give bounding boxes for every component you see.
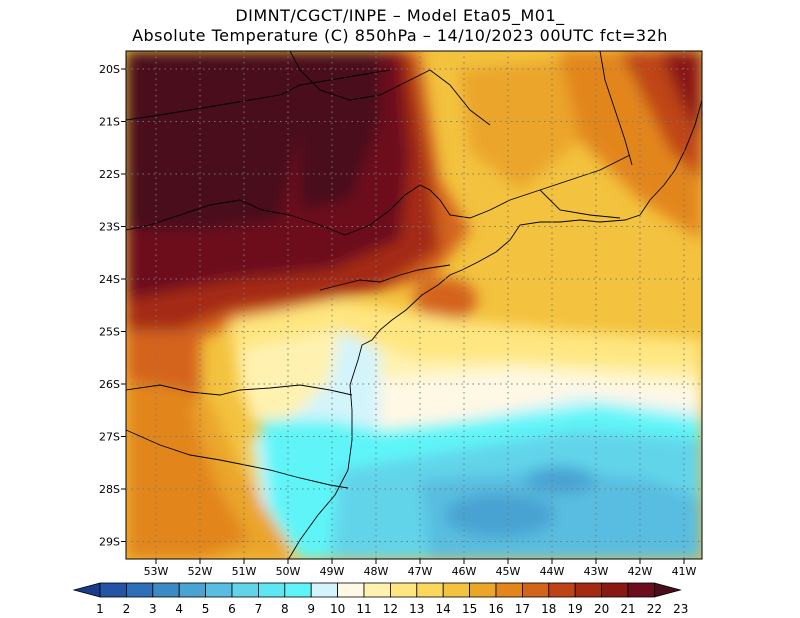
lon-label: 42W <box>628 565 653 578</box>
lat-label: 28S <box>99 483 120 496</box>
state-border-sc-rs <box>126 429 349 489</box>
state-border-ms-sp <box>126 199 346 236</box>
lon-label: 48W <box>364 565 389 578</box>
colorbar-label: 4 <box>175 602 183 616</box>
colorbar-label: 3 <box>149 602 157 616</box>
state-border-pr-sc <box>126 384 353 396</box>
longitude-labels: 53W 52W 51W 50W 49W 48W 47W 46W 45W 44W 43W 42W 41W <box>144 565 697 578</box>
lon-label: 46W <box>452 565 477 578</box>
lon-label: 50W <box>276 565 301 578</box>
colorbar-label: 6 <box>228 602 236 616</box>
colorbar-label: 15 <box>462 602 477 616</box>
state-border-rj <box>539 189 621 219</box>
graticule <box>121 51 702 564</box>
temperature-field <box>126 51 702 559</box>
lat-label: 29S <box>99 536 120 549</box>
colorbar-label: 9 <box>307 602 315 616</box>
lat-label: 23S <box>99 221 120 234</box>
lat-label: 26S <box>99 378 120 391</box>
colorbar-label: 18 <box>541 602 556 616</box>
colorbar-label: 22 <box>647 602 662 616</box>
colorbar-label: 1 <box>96 602 104 616</box>
river-grande <box>289 51 491 126</box>
colorbar-segment <box>310 582 339 598</box>
colorbar-segment <box>99 582 127 598</box>
colorbar-label: 16 <box>488 602 503 616</box>
state-border-sp-mg <box>344 154 631 236</box>
colorbar-segment <box>389 582 418 598</box>
colorbar-label: 23 <box>673 602 688 616</box>
colorbar-label: 21 <box>620 602 635 616</box>
colorbar-segment <box>178 582 206 598</box>
colorbar-label: 13 <box>409 602 424 616</box>
coastline <box>288 99 702 559</box>
colorbar-segment <box>469 582 497 598</box>
map-frame <box>125 50 703 560</box>
colorbar-label: 5 <box>202 602 210 616</box>
colorbar-segment <box>205 582 233 598</box>
colorbar-segment <box>152 582 180 598</box>
colorbar-segment <box>442 582 471 598</box>
colorbar-segment <box>522 582 550 598</box>
lon-label: 43W <box>584 565 609 578</box>
coastline-borders <box>126 51 702 559</box>
colorbar-label: 8 <box>281 602 289 616</box>
colorbar-arrow-left <box>72 582 101 598</box>
lat-label: 24S <box>99 273 120 286</box>
lat-label: 22S <box>99 168 120 181</box>
colorbar-segment <box>126 582 154 598</box>
lat-label: 27S <box>99 431 120 444</box>
colorbar-segment <box>231 582 259 598</box>
lon-label: 51W <box>232 565 257 578</box>
colorbar-segment <box>601 582 629 598</box>
colorbar-label: 10 <box>330 602 345 616</box>
lon-label: 41W <box>672 565 697 578</box>
colorbar-segment <box>284 582 312 598</box>
lon-label: 44W <box>540 565 565 578</box>
colorbar-segment <box>495 582 523 598</box>
colorbar-label: 19 <box>568 602 583 616</box>
colorbar-segment <box>574 582 603 598</box>
colorbar-label: 2 <box>123 602 131 616</box>
lon-label: 53W <box>144 565 169 578</box>
lon-label: 52W <box>188 565 213 578</box>
colorbar-arrow-right <box>654 582 682 598</box>
colorbar-segment <box>257 582 286 598</box>
colorbar-segment <box>416 582 444 598</box>
lat-label: 21S <box>99 116 120 129</box>
lat-label: 20S <box>99 63 120 76</box>
state-border-mg-go <box>126 69 391 121</box>
colorbar-segment <box>363 582 391 598</box>
colorbar-segment <box>548 582 576 598</box>
lon-label: 45W <box>496 565 521 578</box>
lon-label: 47W <box>408 565 433 578</box>
colorbar-segment <box>627 582 655 598</box>
colorbar-label: 17 <box>515 602 530 616</box>
colorbar-label: 7 <box>255 602 263 616</box>
state-border-mg-es <box>599 51 633 166</box>
title-line-1: DIMNT/CGCT/INPE – Model Eta05_M01_ <box>235 6 565 25</box>
colorbar-segment <box>337 582 365 598</box>
latitude-labels: 20S 21S 22S 23S 24S 25S 26S 27S 28S 29S <box>99 63 120 549</box>
colorbar-label: 20 <box>594 602 609 616</box>
colorbar-label: 12 <box>383 602 398 616</box>
colorbar-label: 14 <box>436 602 451 616</box>
colorbar: 1 2 3 4 5 6 7 8 9 10 11 12 13 14 15 16 17 18 19 20 21 22 23 <box>72 582 688 616</box>
lat-label: 25S <box>99 326 120 339</box>
colorbar-label: 11 <box>356 602 371 616</box>
title-line-2: Absolute Temperature (C) 850hPa – 14/10/… <box>132 26 668 45</box>
lon-label: 49W <box>320 565 345 578</box>
